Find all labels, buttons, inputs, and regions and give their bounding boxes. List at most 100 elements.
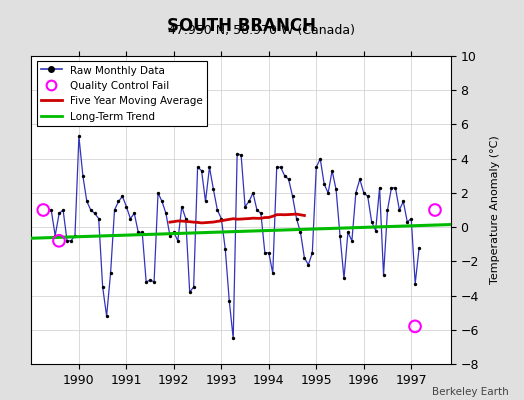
Point (336, 232, 344, 239)
Point (241, 203, 249, 210)
Point (375, 184, 384, 191)
Point (114, 198, 123, 205)
Point (111, 207, 119, 213)
Title: SOUTH BRANCH: SOUTH BRANCH (167, 17, 315, 35)
Point (150, 279, 158, 285)
Point (118, 193, 127, 200)
Point (225, 298, 234, 304)
Point (201, 198, 210, 205)
Point (356, 176, 364, 182)
Legend: Raw Monthly Data, Quality Control Fail, Five Year Moving Average, Long-Term Tren: Raw Monthly Data, Quality Control Fail, … (37, 61, 207, 126)
Point (300, 255, 309, 261)
Point (348, 238, 356, 244)
Point (55, 238, 63, 244)
Point (221, 246, 230, 252)
Point (431, 207, 439, 213)
Point (415, 244, 423, 251)
Point (277, 164, 285, 170)
Point (304, 262, 313, 268)
Point (185, 289, 194, 295)
Point (411, 323, 419, 330)
Point (106, 270, 115, 276)
Point (391, 184, 400, 191)
Point (142, 279, 150, 285)
Point (269, 270, 277, 276)
Point (170, 229, 178, 236)
Point (260, 250, 269, 256)
Point (209, 186, 217, 193)
Point (265, 250, 273, 256)
Point (213, 207, 222, 213)
Point (102, 313, 111, 319)
Point (387, 184, 396, 191)
Point (320, 181, 329, 188)
Point (272, 164, 281, 170)
Point (55, 210, 63, 217)
Point (71, 232, 79, 239)
Point (288, 193, 297, 200)
Point (67, 238, 75, 244)
Point (86, 207, 95, 213)
Point (47, 207, 56, 213)
Point (198, 168, 206, 174)
Point (332, 186, 340, 193)
Point (162, 210, 170, 217)
Point (39, 207, 48, 213)
Point (372, 227, 380, 234)
Point (158, 198, 166, 205)
Point (257, 210, 265, 217)
Point (51, 232, 59, 239)
Point (229, 335, 237, 342)
Point (126, 215, 135, 222)
Point (280, 172, 289, 179)
Point (292, 215, 301, 222)
Point (367, 219, 376, 225)
Point (91, 210, 99, 217)
Point (340, 275, 348, 282)
Point (324, 190, 332, 196)
Point (411, 280, 419, 287)
Point (253, 207, 261, 213)
Point (193, 164, 202, 170)
Point (130, 210, 138, 217)
Point (245, 198, 253, 205)
Point (328, 168, 336, 174)
Point (178, 203, 186, 210)
Point (359, 190, 368, 196)
Point (190, 284, 198, 290)
Point (352, 190, 360, 196)
Point (59, 207, 67, 213)
Point (146, 277, 155, 283)
Point (63, 238, 71, 244)
Point (94, 215, 103, 222)
Point (217, 215, 225, 222)
Text: Berkeley Earth: Berkeley Earth (432, 387, 508, 397)
Point (364, 193, 372, 200)
Point (312, 164, 321, 170)
Point (166, 232, 174, 239)
Point (296, 229, 304, 236)
Point (138, 229, 146, 236)
Point (233, 150, 242, 157)
Point (237, 152, 245, 158)
Point (75, 133, 83, 140)
Point (285, 176, 293, 182)
Point (122, 203, 130, 210)
Point (181, 215, 190, 222)
Point (384, 207, 392, 213)
Point (399, 198, 408, 205)
Point (403, 219, 411, 225)
Point (344, 229, 352, 236)
Point (316, 156, 324, 162)
Point (134, 229, 143, 236)
Point (99, 284, 107, 290)
Point (205, 164, 214, 170)
Point (308, 250, 316, 256)
Point (395, 207, 403, 213)
Y-axis label: Temperature Anomaly (°C): Temperature Anomaly (°C) (490, 136, 500, 284)
Point (154, 190, 162, 196)
Point (379, 272, 388, 278)
Point (79, 172, 87, 179)
Point (83, 198, 91, 205)
Text: 47.950 N, 58.970 W (Canada): 47.950 N, 58.970 W (Canada) (169, 24, 355, 37)
